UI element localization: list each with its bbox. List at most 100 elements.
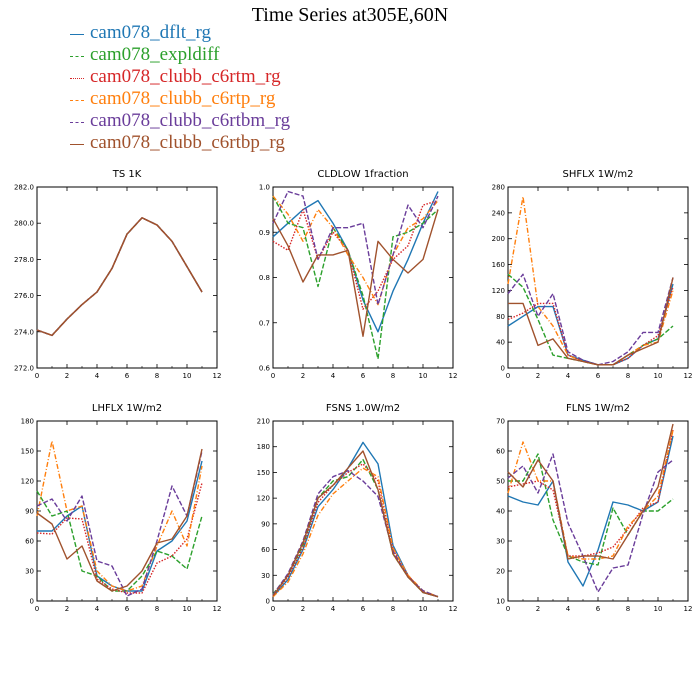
chart-panel: FLNS 1W/m2 0 2 4 6 8 10 12 10 20 30 40 50 60 70 — [496, 403, 692, 613]
x-tick-label: 10 — [654, 605, 663, 613]
x-tick-label: 0 — [271, 605, 275, 613]
series-line — [36, 217, 203, 337]
series-line — [36, 490, 203, 592]
y-tick-label: 180 — [257, 443, 270, 451]
legend: cam078_dflt_rg cam078_expldiff cam078_cl… — [70, 22, 290, 154]
y-tick-label: 278.0 — [14, 256, 34, 264]
legend-line-icon — [70, 77, 84, 79]
x-tick-label: 12 — [213, 605, 222, 613]
legend-line-icon — [70, 121, 84, 123]
legend-label: cam078_dflt_rg — [90, 22, 212, 43]
series-line — [272, 463, 439, 598]
y-tick-label: 1.0 — [259, 184, 270, 192]
y-tick-label: 150 — [21, 448, 34, 456]
series-line — [507, 273, 674, 366]
series-line — [36, 440, 203, 592]
y-tick-label: 0.8 — [259, 274, 270, 282]
series-line — [272, 191, 439, 333]
y-tick-label: 60 — [25, 538, 34, 546]
plot-frame — [36, 186, 218, 369]
x-tick-label: 0 — [35, 605, 39, 613]
x-tick-label: 10 — [183, 372, 192, 380]
series-line — [507, 273, 674, 366]
x-tick-label: 10 — [183, 605, 192, 613]
y-tick-label: 10 — [496, 598, 505, 606]
series-line — [36, 448, 203, 592]
legend-label: cam078_clubb_c6rtbp_rg — [90, 132, 285, 153]
series-line — [36, 217, 203, 337]
y-tick-label: 80 — [496, 313, 505, 321]
series-line — [272, 209, 439, 337]
legend-item: cam078_clubb_c6rtbp_rg — [70, 132, 290, 154]
x-tick-label: 8 — [155, 605, 159, 613]
x-tick-label: 12 — [213, 372, 222, 380]
series-line — [37, 460, 203, 592]
y-tick-label: 0.7 — [259, 319, 270, 327]
y-tick-label: 30 — [496, 538, 505, 546]
y-tick-label: 40 — [496, 508, 505, 516]
y-tick-label: 90 — [261, 520, 270, 528]
x-tick-label: 6 — [596, 372, 601, 380]
series-line — [507, 195, 674, 366]
x-tick-label: 4 — [331, 605, 336, 613]
x-tick-label: 8 — [626, 372, 630, 380]
y-tick-label: 60 — [496, 448, 505, 456]
series-line — [272, 450, 439, 598]
y-tick-label: 180 — [21, 418, 34, 426]
x-tick-label: 8 — [391, 372, 395, 380]
legend-item: cam078_clubb_c6rtm_rg — [70, 66, 290, 88]
y-tick-label: 60 — [261, 546, 270, 554]
series-line — [507, 435, 674, 587]
series-line — [507, 453, 674, 593]
y-tick-label: 0 — [266, 598, 270, 606]
x-tick-label: 6 — [361, 605, 366, 613]
y-tick-label: 120 — [492, 287, 505, 295]
x-tick-label: 4 — [95, 605, 100, 613]
x-tick-label: 2 — [301, 372, 305, 380]
x-tick-label: 6 — [596, 605, 601, 613]
series-line — [272, 441, 439, 598]
x-tick-label: 2 — [536, 605, 540, 613]
series-line — [507, 423, 674, 560]
y-tick-label: 160 — [492, 261, 505, 269]
x-tick-label: 10 — [654, 372, 663, 380]
panel-title: LHFLX 1W/m2 — [92, 403, 162, 414]
panel-title: FSNS 1.0W/m2 — [326, 403, 400, 414]
series-line — [36, 217, 203, 337]
series-line — [272, 467, 439, 598]
y-tick-label: 200 — [492, 235, 505, 243]
x-tick-label: 12 — [684, 605, 693, 613]
legend-line-icon — [70, 143, 84, 145]
y-tick-label: 120 — [257, 495, 270, 503]
x-tick-label: 0 — [35, 372, 39, 380]
x-tick-label: 4 — [331, 372, 336, 380]
y-tick-label: 0.9 — [259, 229, 270, 237]
series-line — [272, 470, 439, 598]
y-tick-label: 0.6 — [259, 365, 271, 373]
y-tick-label: 0 — [30, 598, 34, 606]
x-tick-label: 12 — [449, 372, 458, 380]
series-line — [36, 217, 203, 337]
y-tick-label: 0 — [501, 365, 505, 373]
x-tick-label: 4 — [566, 372, 571, 380]
chart-panel: CLDLOW 1fraction 0 2 4 6 8 10 12 0.6 0.7 0.8 0.9 1.0 — [259, 169, 458, 380]
series-line — [272, 458, 439, 598]
y-tick-label: 50 — [496, 478, 505, 486]
x-tick-label: 12 — [684, 372, 693, 380]
y-tick-label: 40 — [496, 339, 505, 347]
series-line — [507, 429, 674, 560]
y-tick-label: 30 — [25, 568, 34, 576]
series-line — [272, 190, 439, 306]
x-tick-label: 2 — [65, 372, 69, 380]
legend-line-icon — [70, 99, 84, 101]
y-tick-label: 30 — [261, 572, 270, 580]
legend-item: cam078_dflt_rg — [70, 22, 290, 44]
x-tick-label: 2 — [536, 372, 540, 380]
x-tick-label: 12 — [449, 605, 458, 613]
legend-label: cam078_clubb_c6rtbm_rg — [90, 110, 291, 131]
legend-item: cam078_clubb_c6rtp_rg — [70, 88, 290, 110]
x-tick-label: 6 — [125, 605, 130, 613]
y-tick-label: 20 — [496, 568, 505, 576]
x-tick-label: 8 — [391, 605, 395, 613]
